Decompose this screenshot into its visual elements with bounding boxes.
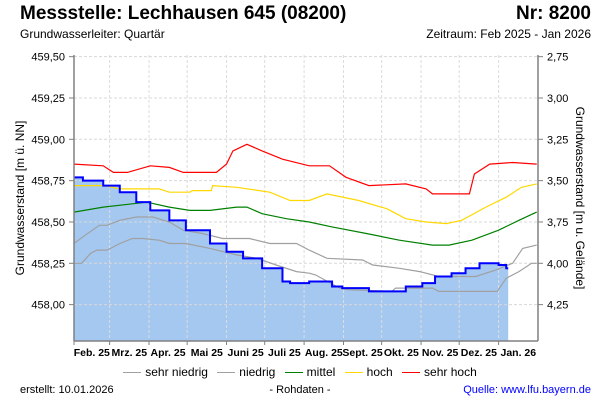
x-tick-label: Jan. 26 [500, 347, 536, 359]
legend-label: sehr niedrig [145, 365, 208, 379]
y-right-tick-label: 3,25 [547, 134, 568, 146]
legend-label: sehr hoch [424, 365, 477, 379]
y-tick-label: 458,75 [31, 176, 65, 188]
created-date: erstellt: 10.01.2026 [20, 384, 114, 396]
legend-swatch [344, 372, 363, 374]
station-number: Nr: 8200 [516, 3, 591, 24]
y-right-tick-label: 3,50 [547, 176, 568, 188]
x-tick-label: Mai 25 [191, 347, 223, 359]
x-tick-label: Dez. 25 [461, 347, 497, 359]
series-line-hoch [74, 183, 537, 225]
legend-item-sehr-niedrig: sehr niedrig [123, 365, 208, 379]
y-right-tick-label: 4,25 [547, 300, 568, 312]
legend: sehr niedrig niedrig mittel hoch sehr ho… [0, 365, 600, 379]
legend-label: niedrig [239, 365, 276, 379]
y-tick-label: 458,25 [31, 258, 65, 270]
x-tick-label: Okt. 25 [384, 347, 419, 359]
source-link[interactable]: Quelle: www.lfu.bayern.de [463, 384, 591, 396]
legend-swatch [123, 372, 142, 374]
period-label: Zeitraum: Feb 2025 - Jan 2026 [426, 27, 591, 41]
x-tick-label: Aug. 25 [305, 347, 343, 359]
measured-line [74, 176, 509, 293]
series-line-niedrig [73, 216, 537, 278]
measured-area [74, 177, 509, 341]
x-tick-label: Feb. 25 [74, 347, 110, 359]
y-right-tick-label: 2,75 [547, 52, 568, 64]
x-tick-label: Nov. 25 [422, 347, 459, 359]
x-tick-label: Apr. 25 [151, 347, 186, 359]
y-tick-label: 458,50 [31, 217, 65, 229]
y-axis-title: Grundwasserstand [m ü. NN] [13, 121, 27, 276]
aquifer-label: Grundwasserleiter: Quartär [20, 27, 165, 41]
x-tick-label: Sept. 25 [342, 347, 382, 359]
y-tick-label: 459,50 [31, 52, 65, 64]
raw-data-note: - Rohdaten - [269, 384, 331, 396]
y-tick-label: 459,00 [31, 134, 65, 146]
series-line-sehr-niedrig [74, 237, 537, 293]
legend-item-mittel: mittel [284, 365, 336, 379]
legend-item-hoch: hoch [344, 365, 393, 379]
legend-item-niedrig: niedrig [217, 365, 275, 379]
legend-swatch [217, 372, 236, 374]
legend-swatch [284, 372, 303, 374]
y-right-tick-label: 4,00 [547, 258, 568, 270]
y-right-axis-title: Grundwasserstand [m u. Gelände] [573, 107, 587, 290]
legend-swatch [402, 372, 421, 374]
page-title: Messstelle: Lechhausen 645 (08200) [20, 3, 347, 24]
y-right-tick-label: 3,75 [547, 217, 568, 229]
y-tick-label: 458,00 [31, 300, 65, 312]
y-tick-label: 459,25 [31, 93, 65, 105]
x-tick-label: Juli 25 [268, 347, 301, 359]
legend-label: mittel [306, 365, 336, 379]
x-tick-label: Juni 25 [228, 347, 264, 359]
series-line-mittel [73, 201, 537, 246]
legend-label: hoch [366, 365, 393, 379]
x-tick-label: Mrz. 25 [111, 347, 147, 359]
legend-item-sehr-hoch: sehr hoch [402, 365, 477, 379]
series-line-sehr-hoch [73, 143, 537, 195]
y-right-tick-label: 3,00 [547, 93, 568, 105]
